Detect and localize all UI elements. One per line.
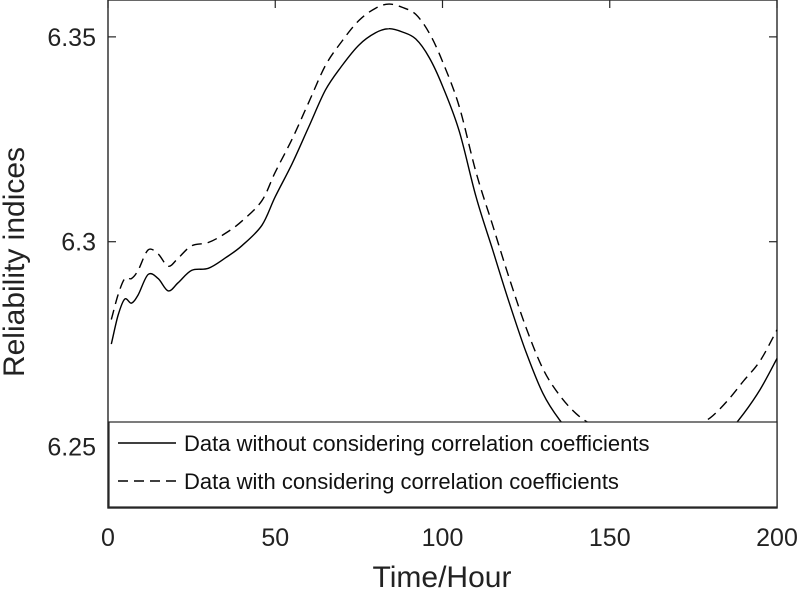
y-tick-label: 6.3: [61, 229, 96, 257]
y-axis-label: Reliability indices: [0, 147, 31, 377]
series-line-without-correlation: [110, 27, 778, 474]
legend: Data without considering correlation coe…: [108, 421, 778, 508]
y-tick-label: 6.25: [47, 434, 96, 462]
x-axis-label: Time/Hour: [373, 561, 512, 594]
legend-entry-without-correlation: Data without considering correlation coe…: [184, 431, 650, 456]
y-tick-label: 6.35: [47, 24, 96, 52]
series-line-with-correlation: [110, 3, 778, 435]
legend-box: [108, 421, 778, 508]
legend-entry-with-correlation: Data with considering correlation coeffi…: [184, 469, 619, 494]
x-tick-labels: 0 50 100 150 200: [101, 524, 798, 552]
x-tick-label: 150: [589, 524, 631, 552]
x-tick-label: 200: [756, 524, 798, 552]
x-tick-label: 0: [101, 524, 115, 552]
x-tick-label: 100: [422, 524, 464, 552]
y-tick-labels: 6.25 6.3 6.35: [47, 24, 96, 462]
x-tick-label: 50: [261, 524, 289, 552]
